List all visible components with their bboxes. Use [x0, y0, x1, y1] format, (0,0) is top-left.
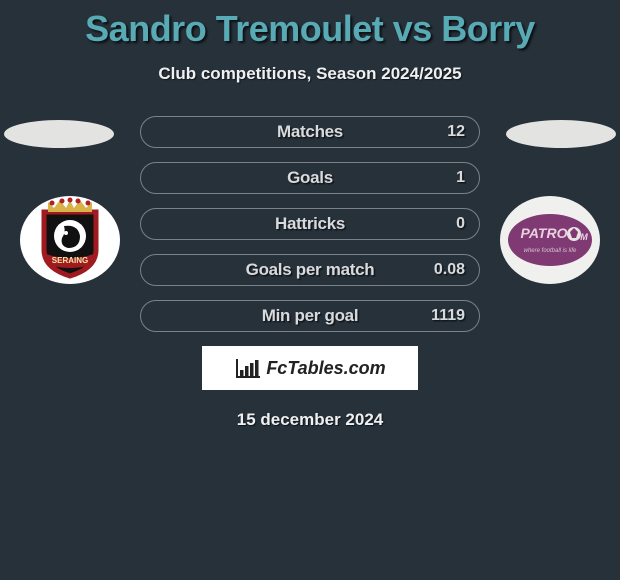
- stat-value: 1: [456, 169, 465, 187]
- badge-left-text: SERAING: [52, 256, 88, 265]
- badge-right-tagline: where football is life: [524, 248, 577, 254]
- stat-label: Min per goal: [262, 306, 359, 326]
- player-photo-left: [4, 120, 114, 148]
- stat-value: 0: [456, 215, 465, 233]
- page-title: Sandro Tremoulet vs Borry: [0, 0, 620, 50]
- stat-row-goals: Goals 1: [140, 162, 480, 194]
- club-badge-right: PATRO where football is life M: [500, 196, 600, 284]
- bar-chart-icon: [234, 357, 262, 379]
- svg-text:M: M: [580, 232, 588, 242]
- stat-value: 0.08: [434, 261, 465, 279]
- stats-list: Matches 12 Goals 1 Hattricks 0 Goals per…: [140, 116, 480, 332]
- footer-date: 15 december 2024: [0, 410, 620, 430]
- stat-label: Goals: [287, 168, 333, 188]
- stat-value: 12: [447, 123, 465, 141]
- seraing-crest-icon: SERAING: [20, 196, 120, 284]
- comparison-panel: SERAING PATRO where football is life M M…: [0, 116, 620, 430]
- stat-label: Hattricks: [275, 214, 345, 234]
- brand-text: FcTables.com: [266, 358, 385, 379]
- stat-row-min-per-goal: Min per goal 1119: [140, 300, 480, 332]
- stat-row-matches: Matches 12: [140, 116, 480, 148]
- brand-box[interactable]: FcTables.com: [202, 346, 418, 390]
- page-subtitle: Club competitions, Season 2024/2025: [0, 64, 620, 84]
- club-badge-left: SERAING: [20, 196, 120, 284]
- player-photo-right: [506, 120, 616, 148]
- stat-label: Goals per match: [246, 260, 375, 280]
- badge-right-text-top: PATRO: [521, 225, 568, 241]
- stat-row-goals-per-match: Goals per match 0.08: [140, 254, 480, 286]
- stat-row-hattricks: Hattricks 0: [140, 208, 480, 240]
- stat-value: 1119: [431, 307, 465, 325]
- stat-label: Matches: [277, 122, 343, 142]
- patro-crest-icon: PATRO where football is life M: [500, 196, 600, 284]
